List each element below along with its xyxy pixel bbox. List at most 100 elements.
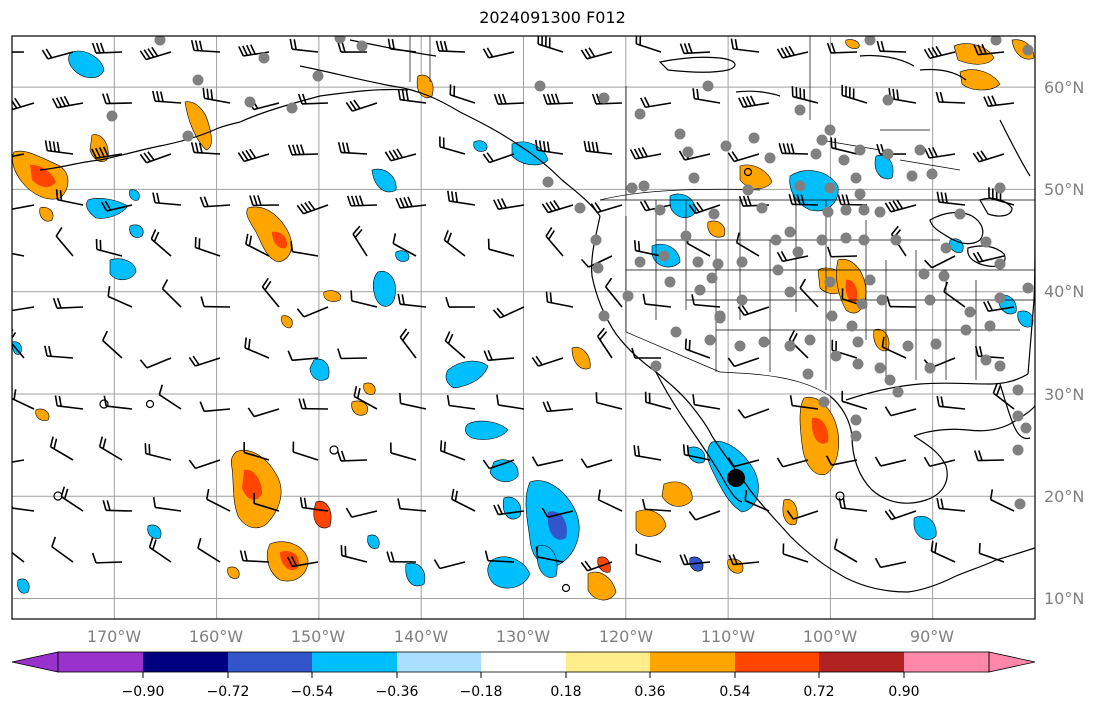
wind-barb xyxy=(989,489,1015,512)
colorbar-tick-label: 0.36 xyxy=(634,684,665,700)
wind-barb xyxy=(296,200,329,215)
wind-barb xyxy=(833,538,858,563)
negative-anomaly xyxy=(147,524,162,539)
wind-barb xyxy=(384,148,417,162)
wind-barb xyxy=(297,93,329,105)
station-marker xyxy=(784,340,796,352)
wind-barb xyxy=(923,456,956,468)
colorbar-segment xyxy=(566,652,650,672)
lat-label-50: 50°N xyxy=(1044,180,1084,199)
wind-barb xyxy=(782,543,809,563)
colorbar-segment xyxy=(735,652,819,672)
negative-anomaly xyxy=(17,578,30,594)
wind-barb xyxy=(336,450,368,462)
wind-barb xyxy=(60,486,84,512)
station-marker xyxy=(106,110,118,122)
station-marker xyxy=(598,92,610,104)
station-marker xyxy=(830,350,842,362)
wind-barb xyxy=(541,507,574,518)
wind-barb xyxy=(54,395,84,410)
station-marker xyxy=(720,140,732,152)
station-marker xyxy=(850,414,862,426)
station-marker xyxy=(1012,384,1024,396)
station-marker xyxy=(712,258,724,270)
station-marker xyxy=(846,320,858,332)
wind-barb xyxy=(298,398,329,410)
wind-barb xyxy=(102,93,133,105)
station-marker xyxy=(1022,282,1034,294)
wind-barb xyxy=(152,90,182,104)
wind-barb xyxy=(244,337,270,359)
wind-barb xyxy=(337,348,368,360)
lon-label-130w: 130°W xyxy=(496,627,551,646)
station-marker xyxy=(634,108,646,120)
wind-barb xyxy=(55,189,84,206)
positive-anomaly xyxy=(184,101,212,151)
wind-barb xyxy=(346,195,378,207)
wind-barb xyxy=(482,459,515,470)
wind-barb xyxy=(482,47,515,59)
wind-barb xyxy=(973,43,1005,56)
wind-barb xyxy=(197,537,221,563)
station-marker xyxy=(994,292,1006,304)
wind-barb xyxy=(776,457,809,468)
station-marker xyxy=(154,36,166,46)
station-marker xyxy=(670,326,682,338)
station-marker xyxy=(742,184,754,196)
wind-barb xyxy=(397,89,427,104)
colorbar-extend-high xyxy=(988,651,1036,673)
station-marker xyxy=(694,284,706,296)
wind-barb xyxy=(799,278,819,308)
colorbar-segment xyxy=(397,652,481,672)
wind-barb xyxy=(580,560,613,572)
station-marker xyxy=(802,368,814,380)
wind-barb xyxy=(826,42,858,54)
lon-label-170w: 170°W xyxy=(87,627,142,646)
wind-barb xyxy=(386,551,417,563)
wind-barb xyxy=(397,498,427,512)
negative-anomaly xyxy=(525,480,580,567)
wind-barb xyxy=(237,148,270,163)
wind-barb xyxy=(287,144,319,156)
wind-barb xyxy=(49,436,74,461)
station-marker xyxy=(592,262,604,274)
colorbar: −0.90 −0.72 −0.54 −0.36 −0.18 0.18 0.36 0.54 0.7… xyxy=(11,651,1036,700)
wind-barb xyxy=(692,88,721,104)
station-marker xyxy=(864,36,876,46)
colorbar-extend-low xyxy=(11,651,59,673)
wind-barb xyxy=(12,387,35,410)
wind-barb xyxy=(688,510,721,521)
station-marker xyxy=(312,70,324,82)
wind-barb xyxy=(287,350,319,362)
station-marker xyxy=(664,276,676,288)
station-markers xyxy=(106,36,1034,510)
wind-barb xyxy=(202,87,231,104)
wind-barb xyxy=(445,296,476,308)
wind-barb xyxy=(541,199,574,214)
wind-barb xyxy=(537,36,564,53)
station-marker xyxy=(882,94,894,106)
negative-anomaly xyxy=(367,534,380,549)
station-marker xyxy=(590,234,602,246)
wind-barb xyxy=(290,241,319,257)
station-marker xyxy=(1012,410,1024,422)
wind-barb xyxy=(590,202,623,214)
wind-barb xyxy=(245,233,270,257)
wind-barb xyxy=(451,488,476,512)
station-marker xyxy=(826,310,838,322)
wind-barb xyxy=(435,40,466,53)
station-marker xyxy=(890,234,902,246)
wind-barb xyxy=(692,394,721,410)
station-marker xyxy=(940,242,952,254)
wind-barb xyxy=(924,146,956,159)
colorbar-segment xyxy=(143,652,228,672)
wind-barb xyxy=(447,190,476,206)
wind-barb xyxy=(12,204,35,211)
positive-anomaly xyxy=(351,400,369,416)
wind-barb xyxy=(595,392,623,410)
wind-barb xyxy=(679,42,711,55)
colorbar-segment xyxy=(650,652,735,672)
wind-barb xyxy=(776,45,809,59)
wind-barb xyxy=(139,357,172,369)
wind-barb xyxy=(542,93,574,105)
